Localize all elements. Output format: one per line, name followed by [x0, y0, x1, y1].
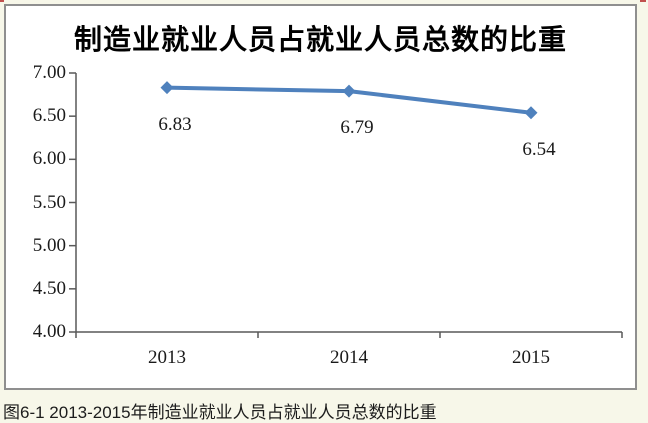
- data-label: 6.54: [522, 138, 556, 160]
- red-artifact-dash-left: [0, 0, 4, 2]
- data-point-marker: [342, 84, 356, 98]
- x-axis-tick-label: 2014: [330, 347, 368, 368]
- y-axis-tick-label: 6.50: [32, 105, 66, 127]
- y-axis-tick-label: 5.00: [32, 234, 66, 256]
- chart-frame: 制造业就业人员占就业人员总数的比重: [4, 4, 637, 390]
- y-axis-tick-label: 5.50: [32, 191, 66, 213]
- figure-caption: 图6-1 2013-2015年制造业就业人员占就业人员总数的比重: [3, 403, 437, 422]
- data-point-marker: [524, 106, 538, 120]
- x-axis-tick-label: 2013: [148, 347, 186, 368]
- data-point-marker: [160, 81, 174, 95]
- red-artifact-dash-right: [640, 0, 646, 2]
- y-axis-tick-label: 4.00: [32, 321, 66, 342]
- y-axis-tick-label: 7.00: [32, 62, 66, 83]
- data-label: 6.83: [158, 113, 192, 135]
- y-axis-tick-label: 4.50: [32, 277, 66, 299]
- y-axis-tick-label: 6.00: [32, 148, 66, 170]
- data-label: 6.79: [340, 117, 374, 139]
- chart-title: 制造业就业人员占就业人员总数的比重: [73, 24, 567, 55]
- x-axis-tick-label: 2015: [512, 347, 550, 368]
